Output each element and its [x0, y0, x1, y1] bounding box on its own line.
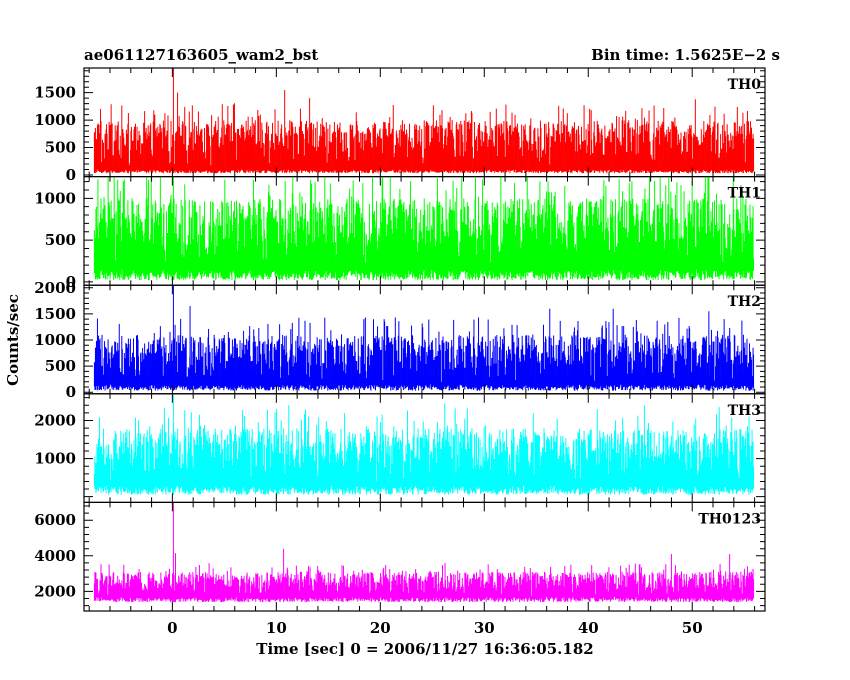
- y-tick-label: 6000: [34, 511, 76, 529]
- panel-ticks: [84, 502, 765, 611]
- y-tick-label: 1500: [34, 84, 76, 102]
- x-tick-label: 0: [167, 619, 177, 637]
- x-axis-label: Time [sec] 0 = 2006/11/27 16:36:05.182: [256, 640, 593, 658]
- y-tick-label: 2000: [34, 411, 76, 429]
- y-tick-label: 500: [45, 357, 76, 375]
- y-tick-label: 1000: [34, 189, 76, 207]
- panel-label-th1: TH1: [728, 186, 761, 202]
- panel-ticks: [84, 68, 765, 177]
- series-th2-line: [93, 285, 755, 391]
- y-tick-label: 500: [45, 231, 76, 249]
- y-tick-label: 0: [66, 383, 76, 401]
- panel-ticks: [84, 176, 765, 286]
- panel-label-th0123: TH0123: [698, 511, 761, 527]
- x-tick-label: 40: [578, 619, 599, 637]
- x-tick-label: 30: [474, 619, 495, 637]
- y-tick-label: 4000: [34, 547, 76, 565]
- panel-ticks: [84, 285, 765, 394]
- observation-id-title: ae061127163605_wam2_bst: [84, 46, 318, 64]
- panel-th2: 0 500 1000 1500 2000 TH2: [34, 279, 766, 401]
- panel-th3: 1000 2000 TH3: [34, 393, 766, 503]
- series-th0-line: [93, 68, 755, 174]
- x-tick-label: 50: [682, 619, 703, 637]
- y-tick-label: 0: [66, 273, 76, 291]
- panels-group: 0 500 1000 1500 TH0 0 500 1000 TH1 0 500 1000 1500 20…: [34, 67, 766, 612]
- y-tick-label: 2000: [34, 582, 76, 600]
- panel-ticks: [84, 393, 765, 503]
- panel-label-th0: TH0: [728, 77, 762, 93]
- panel-label-th2: TH2: [728, 294, 761, 310]
- y-tick-label: 0: [66, 166, 76, 184]
- y-axis-label: Counts/sec: [4, 294, 22, 386]
- panel-label-th3: TH3: [728, 403, 761, 419]
- x-tick-label: 20: [370, 619, 391, 637]
- panel-th0: 0 500 1000 1500 TH0: [34, 67, 766, 184]
- y-tick-label: 500: [45, 139, 76, 157]
- bin-time-label: Bin time: 1.5625E−2 s: [591, 46, 780, 64]
- panel-th0123: 2000 4000 6000 TH0123: [34, 501, 766, 612]
- series-th3-line: [93, 393, 755, 495]
- y-tick-label: 1500: [34, 305, 76, 323]
- series-th1-line: [93, 176, 755, 281]
- y-tick-label: 1000: [34, 111, 76, 129]
- panel-frame: [83, 501, 766, 612]
- y-tick-label: 2000: [34, 279, 76, 297]
- panel-th1: 0 500 1000 TH1: [34, 176, 766, 291]
- series-th0123-line: [93, 502, 755, 603]
- x-axis: 0 10 20 30 40 50: [167, 619, 703, 637]
- y-tick-label: 1000: [34, 331, 76, 349]
- x-tick-label: 10: [266, 619, 287, 637]
- y-tick-label: 1000: [34, 450, 76, 468]
